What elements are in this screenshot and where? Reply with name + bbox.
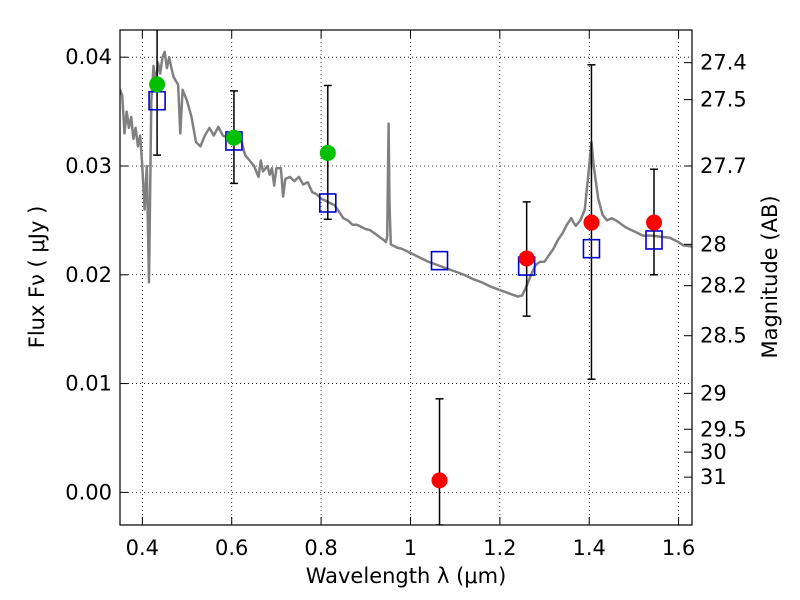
plot-frame <box>119 29 693 526</box>
y-axis-label-right: Magnitude (AB) <box>758 195 782 358</box>
square-marker <box>582 238 601 259</box>
tick-labels: 0.4 0.6 0.8 1 1.2 1.4 1.6 0.00 0.01 0.02 0.03 0.04 2… <box>65 45 747 560</box>
x-tick-label: 1 <box>404 536 417 560</box>
circle-marker <box>583 214 600 231</box>
x-axis-label: Wavelength λ (μm) <box>306 564 507 588</box>
right-tick-label: 27.4 <box>700 51 747 75</box>
circle-marker <box>149 76 166 93</box>
square-markers <box>148 90 663 276</box>
square-marker <box>318 193 337 213</box>
square-marker <box>430 250 449 271</box>
grid <box>120 30 692 525</box>
x-tick-label: 1.4 <box>573 536 606 560</box>
circle-markers <box>149 76 663 489</box>
x-tick-label: 0.6 <box>215 536 248 560</box>
y-tick-label: 0.01 <box>65 372 112 396</box>
x-tick-label: 1.6 <box>662 536 695 560</box>
y-tick-label: 0.03 <box>65 154 112 178</box>
circle-marker <box>431 472 448 489</box>
right-tick-label: 28.2 <box>700 274 747 298</box>
square-marker <box>645 230 663 250</box>
x-tick-label: 1.2 <box>483 536 516 560</box>
right-tick-label: 27.5 <box>700 88 747 112</box>
circle-marker <box>646 214 663 231</box>
circle-marker <box>225 129 242 146</box>
ticks <box>120 30 692 525</box>
y-tick-label: 0.04 <box>65 45 112 69</box>
y-tick-label: 0.00 <box>65 480 112 504</box>
right-tick-label: 28 <box>700 232 727 256</box>
right-tick-label: 31 <box>700 465 727 489</box>
error-bars <box>153 30 659 525</box>
right-tick-label: 29.5 <box>700 417 747 441</box>
right-tick-label: 30 <box>700 440 727 464</box>
y-tick-label: 0.02 <box>65 263 112 287</box>
circle-marker <box>518 250 535 267</box>
circle-marker <box>319 144 336 161</box>
y-axis-label-left: Flux Fν ( μJy ) <box>25 206 49 349</box>
right-tick-label: 29 <box>700 381 727 405</box>
x-tick-label: 0.4 <box>126 536 159 560</box>
spectrum-line <box>120 50 692 298</box>
right-tick-label: 27.7 <box>700 154 747 178</box>
right-tick-label: 28.5 <box>700 324 747 348</box>
model-spectrum <box>120 50 692 298</box>
x-tick-label: 0.8 <box>304 536 337 560</box>
